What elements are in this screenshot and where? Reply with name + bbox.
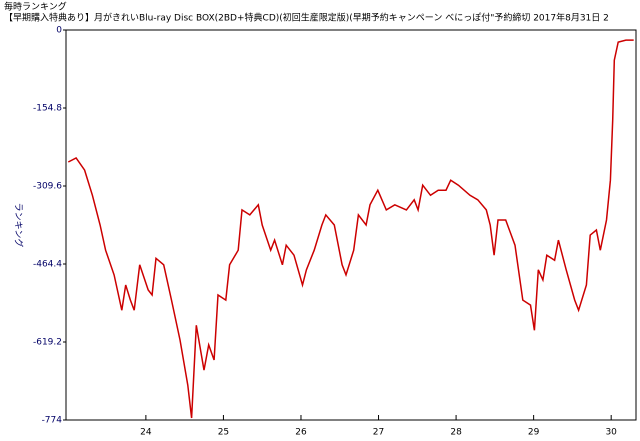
x-tick-label: 24 xyxy=(140,428,152,438)
chart-subtitle: 【早期購入特典あり】月がきれいBlu-ray Disc BOX(2BD+特典CD… xyxy=(4,12,609,24)
plot-frame xyxy=(65,29,637,421)
ranking-line xyxy=(67,39,634,419)
y-tick-label: -309.6 xyxy=(33,182,62,192)
y-tick-label: 0 xyxy=(56,26,62,36)
y-tick-label: -154.8 xyxy=(33,104,62,114)
x-tick-label: 25 xyxy=(218,428,229,438)
y-tick-label: -774 xyxy=(42,416,63,426)
y-tick-label: -464.4 xyxy=(33,260,62,270)
x-tick-label: 27 xyxy=(373,428,384,438)
x-tick-label: 30 xyxy=(605,428,617,438)
y-tick-label: -619.2 xyxy=(33,338,62,348)
x-tick-label: 29 xyxy=(528,428,540,438)
x-tick-label: 28 xyxy=(450,428,462,438)
x-tick-label: 26 xyxy=(295,428,307,438)
chart-title: 毎時ランキング xyxy=(4,1,67,13)
y-axis-label: ランキング xyxy=(13,203,25,248)
